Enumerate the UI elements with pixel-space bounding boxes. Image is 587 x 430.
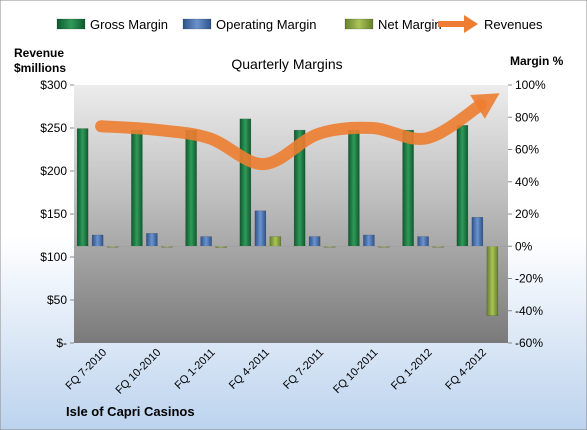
operating-margin-bar [146,233,158,247]
right-tick-label: 100% [515,78,546,92]
operating-margin-bar [91,234,104,247]
footer-label: Isle of Capri Casinos [66,404,195,419]
revenue-line [95,93,500,171]
legend-label: Operating Margin [216,17,316,32]
left-tick-label: $200 [40,164,67,178]
right-axis-ticks: -60% -40% -20% 0% 20% 40% 60% 80% 100% [508,78,546,350]
operating-margin-bar [471,216,484,247]
left-axis-label-line2: $millions [14,61,66,75]
net-margin-bar [486,246,499,316]
legend-swatch [56,18,86,30]
legend-label: Revenues [484,17,543,32]
right-tick-label: 40% [515,175,539,189]
gross-margin-bar [185,129,197,247]
left-tick-label: $250 [40,121,67,135]
right-tick-label: -60% [515,336,543,350]
bars [74,118,508,316]
right-axis-label: Margin % [510,54,564,68]
legend-swatch [344,18,374,30]
legend-arrow [464,15,478,33]
gross-margin-bar [402,129,414,247]
gross-margin-bar [348,129,360,247]
right-tick-label: -40% [515,304,543,318]
left-tick-label: $100 [40,250,67,264]
legend-label: Net Margin [378,17,442,32]
right-tick-label: 0% [515,239,533,253]
right-tick-label: 20% [515,207,539,221]
operating-margin-bar [417,236,429,247]
legend: Gross Margin Operating Margin Net Margin Re… [56,15,543,33]
left-tick-label: $150 [40,207,67,221]
operating-margin-bar [254,210,267,247]
legend-label: Gross Margin [90,17,168,32]
legend-swatch [182,18,212,30]
left-axis-ticks: $- $50 $100 $150 $200 $250 $300 [40,78,74,350]
right-tick-label: 80% [515,110,539,124]
chart-title: Quarterly Margins [231,56,342,72]
gross-margin-bar [131,129,143,247]
left-tick-label: $- [56,336,67,350]
net-margin-bar [269,236,282,247]
gross-margin-bar [456,125,469,247]
left-tick-label: $50 [47,293,67,307]
operating-margin-bar [308,236,321,247]
right-tick-label: 60% [515,143,539,157]
operating-margin-bar [200,236,212,247]
gross-margin-bar [239,118,252,247]
operating-margin-bar [363,234,375,247]
left-tick-label: $300 [40,78,67,92]
gross-margin-bar [76,128,89,247]
revenue-arrowhead [470,93,500,119]
right-tick-label: -20% [515,272,543,286]
revenue-line-path [95,98,487,171]
left-axis-label-line1: Revenue [14,46,64,60]
